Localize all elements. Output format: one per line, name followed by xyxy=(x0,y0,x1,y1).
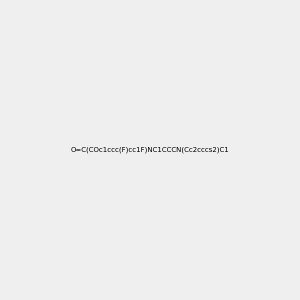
Text: O=C(COc1ccc(F)cc1F)NC1CCCN(Cc2cccs2)C1: O=C(COc1ccc(F)cc1F)NC1CCCN(Cc2cccs2)C1 xyxy=(70,147,230,153)
